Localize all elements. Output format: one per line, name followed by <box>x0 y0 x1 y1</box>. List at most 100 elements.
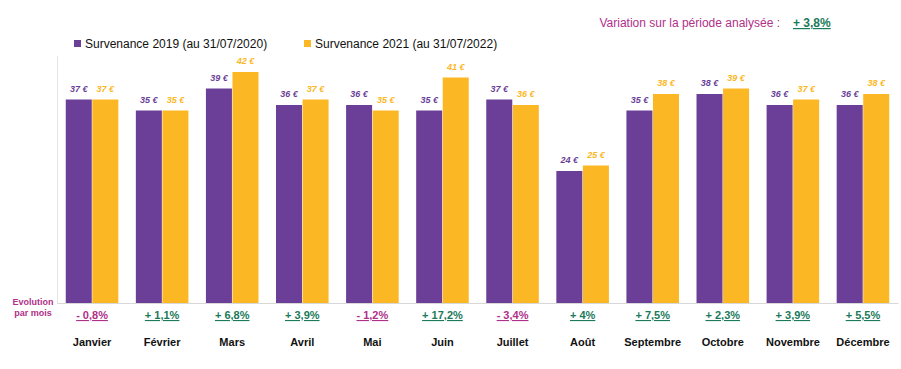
data-label: 39 € <box>727 73 746 83</box>
evolution-title: Evolutionpar mois <box>13 297 54 318</box>
legend-item: Survenance 2019 (au 31/07/2020) <box>74 37 267 51</box>
x-tick-label: Octobre <box>702 336 744 348</box>
bar <box>653 94 679 303</box>
bar <box>162 111 188 304</box>
evolution-label: + 3,9% <box>285 309 320 321</box>
x-axis-line <box>58 303 899 304</box>
x-tick-label: Décembre <box>836 336 889 348</box>
bar <box>723 89 749 304</box>
bar <box>793 100 819 304</box>
x-tick: Août <box>570 303 595 348</box>
x-tick-label: Novembre <box>766 336 820 348</box>
bar <box>556 171 582 303</box>
bar <box>66 100 92 304</box>
legend-swatch <box>304 40 311 47</box>
data-label: 36 € <box>350 89 369 99</box>
evolution-title-line: Evolution <box>13 297 54 307</box>
evolution-label: - 0,8% <box>76 309 108 321</box>
data-label: 35 € <box>140 95 159 105</box>
x-tick-label: Janvier <box>73 336 112 348</box>
x-tick: Décembre <box>836 303 889 348</box>
x-tick: Juillet <box>497 303 529 348</box>
x-tick: Octobre <box>702 303 744 348</box>
data-label: 35 € <box>631 95 650 105</box>
bar <box>276 105 302 303</box>
data-labels: 37 € 35 € 39 € 36 € 36 € 35 € 37 € 24 € 35 € 38 €… <box>70 56 886 165</box>
evolution-label: + 6,8% <box>215 309 250 321</box>
x-tick: Janvier <box>73 303 112 348</box>
chart: 37 € 35 € 39 € 36 € 36 € 35 € 37 € 24 € 35 € 38 €… <box>0 0 901 369</box>
x-axis: Janvier Février Mars Avril Mai Juin Juillet Aoû… <box>58 303 899 348</box>
bar <box>303 100 329 304</box>
data-label: 36 € <box>280 89 299 99</box>
bar <box>346 105 372 303</box>
variation-label: Variation sur la période analysée : <box>599 16 780 30</box>
variation-value: + 3,8% <box>793 16 831 30</box>
evolution-label: - 1,2% <box>356 309 388 321</box>
y-axis <box>57 56 58 304</box>
bar <box>583 166 609 304</box>
data-label: 38 € <box>867 78 886 88</box>
bar <box>136 111 162 304</box>
bar <box>206 89 232 304</box>
bar <box>486 100 512 304</box>
legend-item: Survenance 2021 (au 31/07/2022) <box>304 37 497 51</box>
data-label: 37 € <box>491 84 510 94</box>
legend-label: Survenance 2019 (au 31/07/2020) <box>85 37 267 51</box>
data-label: 35 € <box>167 95 186 105</box>
evolution: - 0,8% + 1,1% + 6,8% + 3,9% - 1,2% + 17,2% - 3… <box>13 297 881 321</box>
data-label: 39 € <box>210 73 229 83</box>
bar <box>443 78 469 304</box>
data-label: 24 € <box>560 155 580 165</box>
x-tick-label: Mars <box>219 336 245 348</box>
bar <box>837 105 863 303</box>
data-label: 37 € <box>307 84 326 94</box>
evolution-label: + 5,5% <box>846 309 881 321</box>
data-label: 38 € <box>701 78 720 88</box>
data-label: 37 € <box>97 84 116 94</box>
evolution-label: + 3,9% <box>776 309 811 321</box>
x-tick-label: Juillet <box>497 336 529 348</box>
legend: Survenance 2019 (au 31/07/2020) Survenanc… <box>74 37 497 51</box>
bars <box>66 72 889 303</box>
bar <box>626 111 652 304</box>
data-label: 42 € <box>236 56 256 66</box>
evolution-label: + 17,2% <box>422 309 463 321</box>
evolution-label: + 1,1% <box>145 309 180 321</box>
data-label: 36 € <box>841 89 860 99</box>
legend-label: Survenance 2021 (au 31/07/2022) <box>315 37 497 51</box>
x-tick: Septembre <box>624 303 681 348</box>
data-label: 37 € <box>70 84 89 94</box>
data-label: 25 € <box>586 150 606 160</box>
data-label: 35 € <box>420 95 439 105</box>
bar <box>863 94 889 303</box>
data-label: 35 € <box>377 95 396 105</box>
x-tick-label: Septembre <box>624 336 681 348</box>
y-axis-line <box>57 56 58 304</box>
data-label: 37 € <box>797 84 816 94</box>
data-label: 41 € <box>446 62 466 72</box>
x-tick-label: Juin <box>431 336 454 348</box>
evolution-label: + 4% <box>570 309 596 321</box>
x-tick: Février <box>144 303 181 348</box>
x-tick-label: Février <box>144 336 181 348</box>
bar <box>232 72 258 303</box>
evolution-label: + 7,5% <box>635 309 670 321</box>
bar <box>373 111 399 304</box>
data-label: 38 € <box>657 78 676 88</box>
bar <box>697 94 723 303</box>
evolution-label: + 2,3% <box>706 309 741 321</box>
x-tick-label: Août <box>570 336 595 348</box>
bar <box>513 105 539 303</box>
variation: Variation sur la période analysée : + 3,8… <box>599 16 831 30</box>
data-label: 36 € <box>517 89 536 99</box>
x-tick: Novembre <box>766 303 820 348</box>
data-label: 36 € <box>771 89 790 99</box>
x-tick-label: Mai <box>363 336 381 348</box>
evolution-title-line: par mois <box>14 308 52 318</box>
bar <box>92 100 118 304</box>
evolution-label: - 3,4% <box>497 309 529 321</box>
x-tick-label: Avril <box>290 336 314 348</box>
bar <box>416 111 442 304</box>
bar <box>767 105 793 303</box>
